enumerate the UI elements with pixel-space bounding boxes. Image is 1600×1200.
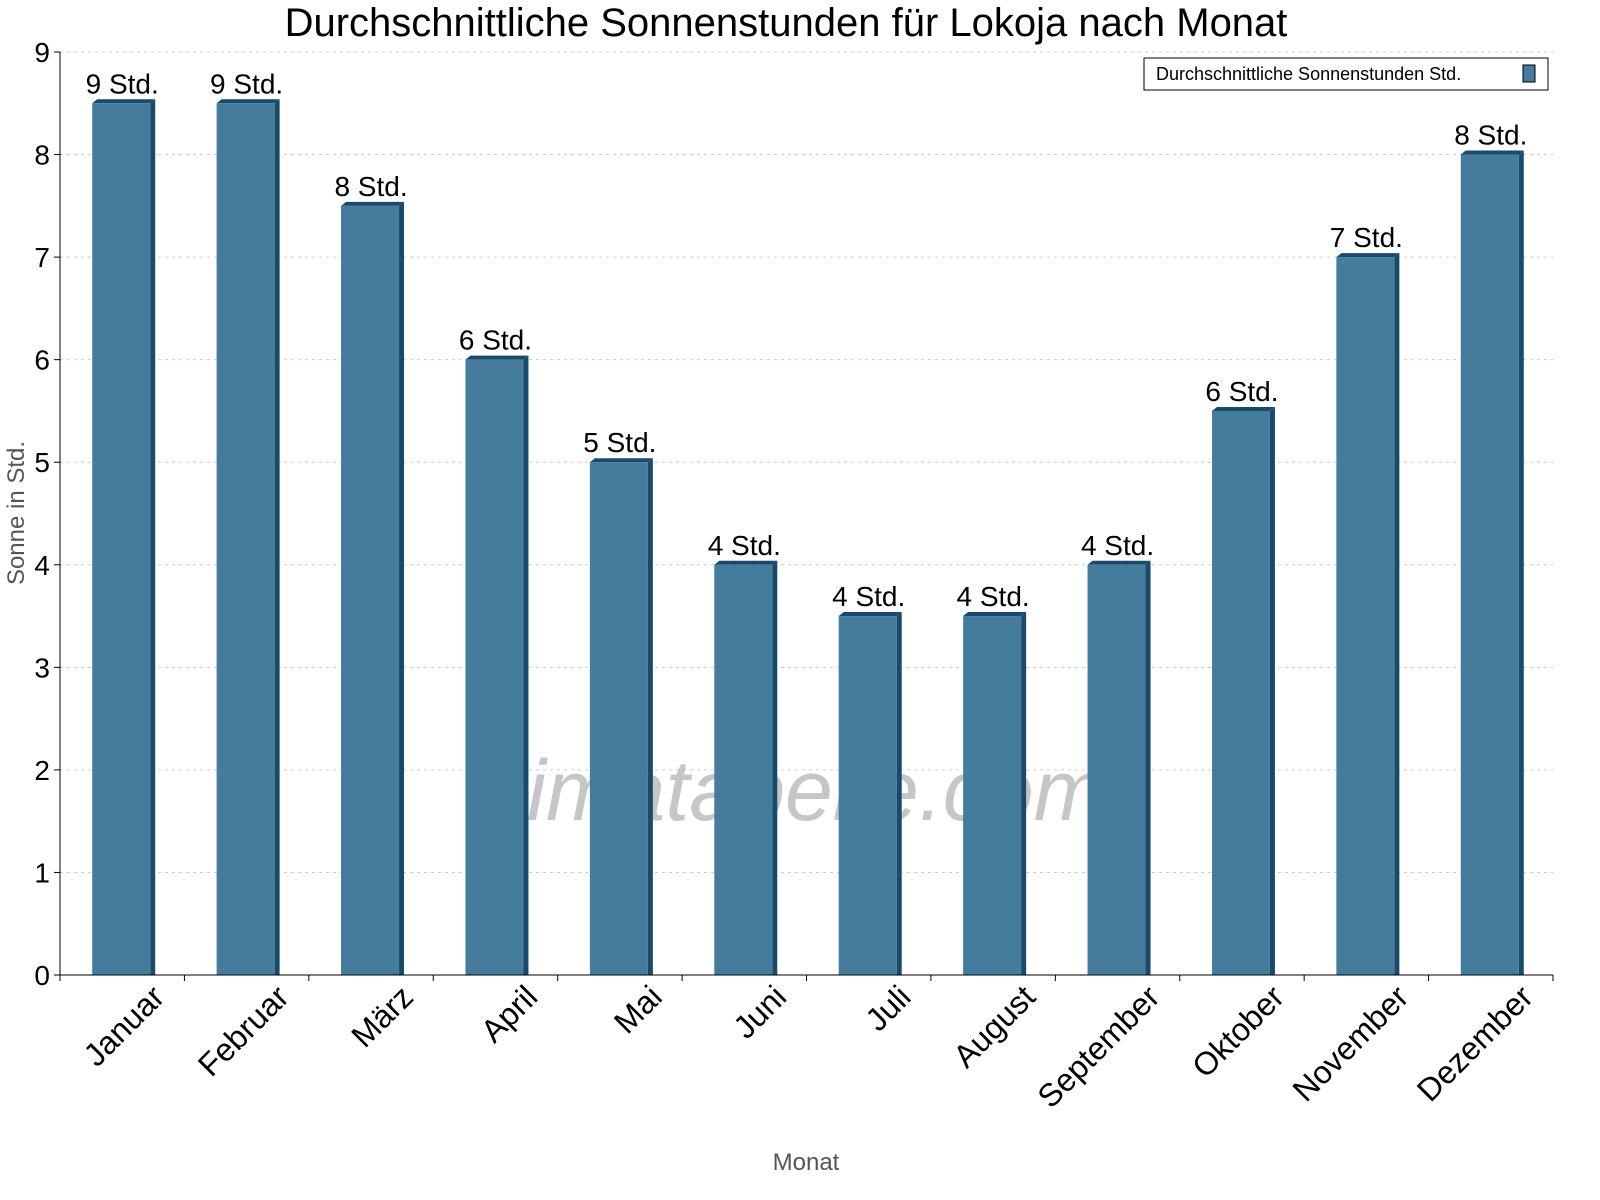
y-tick-label: 9	[34, 37, 50, 68]
x-tick-label: Februar	[191, 978, 296, 1083]
y-tick-label: 0	[34, 960, 50, 991]
bar-side	[274, 99, 280, 976]
bar	[714, 564, 773, 975]
x-tick-label: November	[1285, 978, 1415, 1108]
y-tick-label: 1	[34, 857, 50, 888]
data-label: 7 Std.	[1330, 222, 1403, 253]
bar-side	[1269, 406, 1275, 975]
x-tick-label: April	[474, 978, 545, 1049]
bar	[465, 359, 524, 976]
data-label: 6 Std.	[459, 325, 532, 356]
bar-top	[341, 201, 405, 206]
bar	[838, 616, 897, 975]
bar	[216, 103, 275, 976]
bar	[1336, 257, 1395, 976]
data-label: 9 Std.	[210, 68, 283, 99]
bar-top	[92, 99, 156, 104]
legend-swatch	[1522, 64, 1536, 83]
bar-top	[216, 99, 280, 104]
x-tick-label: März	[344, 978, 420, 1054]
y-tick-label: 2	[34, 755, 50, 786]
bar-side	[1145, 560, 1151, 975]
bar-top	[963, 612, 1027, 617]
bar-side	[523, 355, 529, 976]
x-axis-label: Monat	[773, 1149, 840, 1176]
bar	[963, 616, 1022, 975]
x-tick-label: September	[1030, 978, 1166, 1114]
bar-side	[1394, 253, 1400, 976]
bar-top	[589, 458, 653, 463]
bar	[92, 103, 151, 976]
bar-top	[1460, 150, 1524, 155]
data-label: 4 Std.	[957, 581, 1030, 612]
bar-side	[1518, 150, 1524, 976]
x-tick-label: Mai	[607, 978, 669, 1040]
x-tick-label: August	[946, 978, 1042, 1074]
bar-top	[838, 612, 902, 617]
data-label: 6 Std.	[1205, 376, 1278, 407]
y-tick-label: 8	[34, 140, 50, 171]
data-label: 8 Std.	[334, 171, 407, 202]
data-label: 8 Std.	[1454, 120, 1527, 151]
bar	[1460, 154, 1519, 976]
legend-label: Durchschnittliche Sonnenstunden Std.	[1156, 64, 1461, 84]
data-label: 9 Std.	[86, 68, 159, 99]
bar-top	[1211, 406, 1275, 411]
data-label: 5 Std.	[583, 427, 656, 458]
bar	[1211, 410, 1270, 975]
bar-side	[399, 201, 405, 976]
bar-top	[465, 355, 529, 360]
bar-side	[150, 99, 156, 976]
y-tick-label: 7	[34, 242, 50, 273]
data-label: 4 Std.	[832, 581, 905, 612]
bar-top	[714, 560, 778, 565]
bar-side	[1021, 612, 1027, 975]
y-tick-label: 5	[34, 447, 50, 478]
x-tick-label: Juli	[858, 978, 917, 1037]
x-tick-label: Dezember	[1410, 978, 1540, 1108]
bar	[589, 462, 648, 975]
chart-title: Durchschnittliche Sonnenstunden für Loko…	[285, 1, 1288, 45]
data-label: 4 Std.	[1081, 530, 1154, 561]
bar-side	[896, 612, 902, 975]
bar-side	[647, 458, 653, 975]
y-tick-label: 3	[34, 652, 50, 683]
y-axis-label: Sonne in Std.	[3, 441, 30, 585]
y-tick-label: 4	[34, 550, 50, 581]
bar-top	[1087, 560, 1151, 565]
y-tick-label: 6	[34, 345, 50, 376]
data-label: 4 Std.	[708, 530, 781, 561]
x-tick-label: Oktober	[1185, 978, 1291, 1084]
x-tick-label: Juni	[726, 978, 793, 1045]
legend: Durchschnittliche Sonnenstunden Std.	[1143, 57, 1549, 91]
legend-box	[1143, 57, 1549, 91]
bar	[1087, 564, 1146, 975]
bar-top	[1336, 253, 1400, 258]
bar-side	[772, 560, 778, 975]
bar	[341, 205, 400, 976]
x-tick-label: Januar	[77, 978, 172, 1073]
